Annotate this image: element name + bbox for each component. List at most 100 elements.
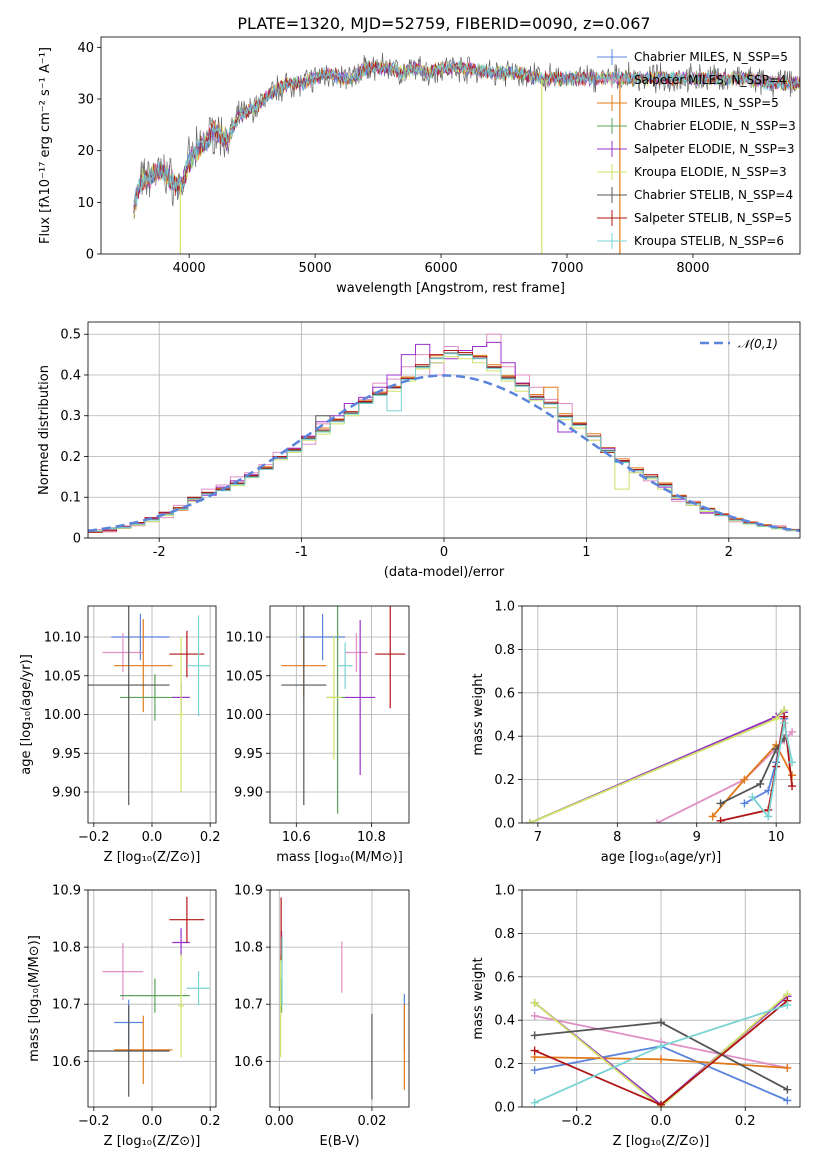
y-tick-label: 10.05 <box>44 669 81 684</box>
weight-marker <box>783 1063 792 1072</box>
legend-entry: Kroupa MILES, N_SSP=5 <box>634 96 779 110</box>
x-tick-label: 7000 <box>550 261 583 276</box>
x-tick-label: −0.2 <box>561 1114 593 1129</box>
legend-entry: Kroupa STELIB, N_SSP=6 <box>634 234 784 248</box>
weight-series <box>529 709 785 823</box>
mass-weight-vs-metallicity-panel: −0.2 0.0 0.2 0.0 0.2 0.4 0.6 0.8 1.0 Z [log₁₀(Z/Z… <box>471 884 801 1149</box>
legend-entry: Salpeter ELODIE, N_SSP=3 <box>634 142 795 156</box>
x-tick-label: 0.2 <box>200 1114 221 1129</box>
y-tick-label: 10 <box>77 196 94 211</box>
plot-frame <box>269 889 410 1108</box>
y-tick-label: 0.0 <box>494 817 515 832</box>
errorbar-point <box>300 613 346 661</box>
weight-marker <box>788 727 797 736</box>
x-tick-label: 10 <box>768 830 785 845</box>
weight-marker <box>525 819 534 823</box>
x-tick-label: 6000 <box>425 261 458 276</box>
x-tick-label: 5000 <box>299 261 332 276</box>
error-bars <box>88 606 211 806</box>
x-tick-label: 10.6 <box>282 830 311 845</box>
x-axis-label: mass [log₁₀(M/M⊙)] <box>276 850 403 865</box>
normal-reference-curve <box>88 374 800 533</box>
x-tick-label: 1 <box>582 545 590 560</box>
y-tick-label: 0.6 <box>494 686 515 701</box>
weight-marker <box>764 812 773 821</box>
weight-marker <box>530 1046 539 1055</box>
x-axis-label: Z [log₁₀(Z/Z⊙)] <box>613 1134 710 1149</box>
weight-marker <box>653 819 662 823</box>
y-tick-label: 9.90 <box>234 786 263 801</box>
spectrum-line <box>133 60 800 220</box>
legend-entry: Kroupa ELODIE, N_SSP=3 <box>634 165 787 179</box>
errorbar-point <box>88 606 170 806</box>
weight-marker <box>780 719 789 728</box>
errorbar-point <box>345 619 376 775</box>
y-tick-label: 10.7 <box>234 998 263 1013</box>
weight-marker <box>772 714 781 723</box>
weight-marker <box>708 812 717 821</box>
spectrum-line <box>133 60 800 215</box>
x-tick-label: 0.0 <box>142 830 163 845</box>
weight-marker <box>716 816 725 823</box>
weight-marker <box>783 1001 792 1010</box>
x-axis-label: Z [log₁₀(Z/Z⊙)] <box>104 1134 201 1149</box>
errorbar-point <box>375 606 406 709</box>
legend-entry: Chabrier STELIB, N_SSP=4 <box>634 188 793 202</box>
errorbar-point <box>178 637 184 792</box>
age-vs-metallicity-panel: −0.2 0.0 0.2 9.90 9.95 10.00 10.05 10.10 Z [log₁… <box>19 605 221 865</box>
legend-entry: Salpeter STELIB, N_SSP=5 <box>634 211 792 225</box>
weight-marker <box>530 1066 539 1075</box>
x-axis-label: E(B-V) <box>319 1134 359 1149</box>
y-tick-label: 10.7 <box>52 998 81 1013</box>
y-tick-label: 10.9 <box>52 884 81 899</box>
y-tick-label: 0 <box>86 248 94 263</box>
y-tick-label: 0.1 <box>60 491 81 506</box>
x-tick-label: −0.2 <box>78 830 110 845</box>
spectrum-lines <box>133 52 800 254</box>
weight-series <box>711 743 793 818</box>
x-tick-label: 7 <box>534 830 542 845</box>
legend-entry: Salpeter MILES, N_SSP=4 <box>634 73 787 87</box>
y-tick-label: 10.8 <box>234 941 263 956</box>
x-axis-label: Z [log₁₀(Z/Z⊙)] <box>104 850 201 865</box>
histogram-series <box>88 353 800 538</box>
weight-marker <box>788 758 797 767</box>
y-tick-label: 0 <box>73 532 81 547</box>
spectrum-line <box>133 60 800 213</box>
x-tick-label: 0.2 <box>735 1114 756 1129</box>
mass-vs-metallicity-panel: −0.2 0.0 0.2 10.6 10.7 10.8 10.9 Z [log₁₀(Z/Z⊙)… <box>27 884 221 1150</box>
errorbar-point <box>337 642 353 689</box>
y-tick-label: 10.00 <box>44 708 81 723</box>
errorbar-point <box>120 978 190 1013</box>
legend: Chabrier MILES, N_SSP=5 Salpeter MILES, N… <box>597 49 796 249</box>
weight-marker <box>657 1018 665 1027</box>
y-tick-label: 10.6 <box>234 1055 263 1070</box>
weight-marker <box>657 1100 665 1107</box>
x-tick-label: -1 <box>295 545 308 560</box>
errorbar-point <box>114 1015 173 1085</box>
legend-entry: Chabrier MILES, N_SSP=5 <box>634 50 788 64</box>
x-axis-label: wavelength [Angstrom, rest frame] <box>336 281 565 296</box>
y-tick-label: 0.0 <box>494 1101 515 1116</box>
y-tick-label: 9.95 <box>234 747 263 762</box>
y-tick-label: 0.5 <box>60 328 81 343</box>
weight-series <box>534 993 788 1107</box>
spectrum-panel: 4000 5000 6000 7000 8000 0 10 20 30 40 wavelength … <box>38 36 801 296</box>
weight-marker <box>657 1042 665 1051</box>
x-axis-label: age [log₁₀(age/yr)] <box>601 850 722 865</box>
plot-frame <box>87 889 217 1108</box>
weight-lines <box>530 990 792 1107</box>
mass-weight-vs-age-panel: 7 8 9 10 0.0 0.2 0.4 0.6 0.8 1.0 age [log₁₀(age/yr… <box>471 600 801 865</box>
errorbar-point <box>186 615 211 717</box>
y-tick-label: 10.10 <box>44 631 81 646</box>
weight-marker <box>783 1096 792 1105</box>
y-tick-label: 0.2 <box>60 450 81 465</box>
weight-marker <box>657 1055 665 1064</box>
x-tick-label: 0.0 <box>651 1114 672 1129</box>
y-tick-label: 10.8 <box>52 941 81 956</box>
y-tick-label: 10.05 <box>226 669 263 684</box>
y-tick-label: 0.4 <box>60 368 81 383</box>
y-tick-label: 0.8 <box>494 927 515 942</box>
y-tick-label: 10.6 <box>52 1055 81 1070</box>
